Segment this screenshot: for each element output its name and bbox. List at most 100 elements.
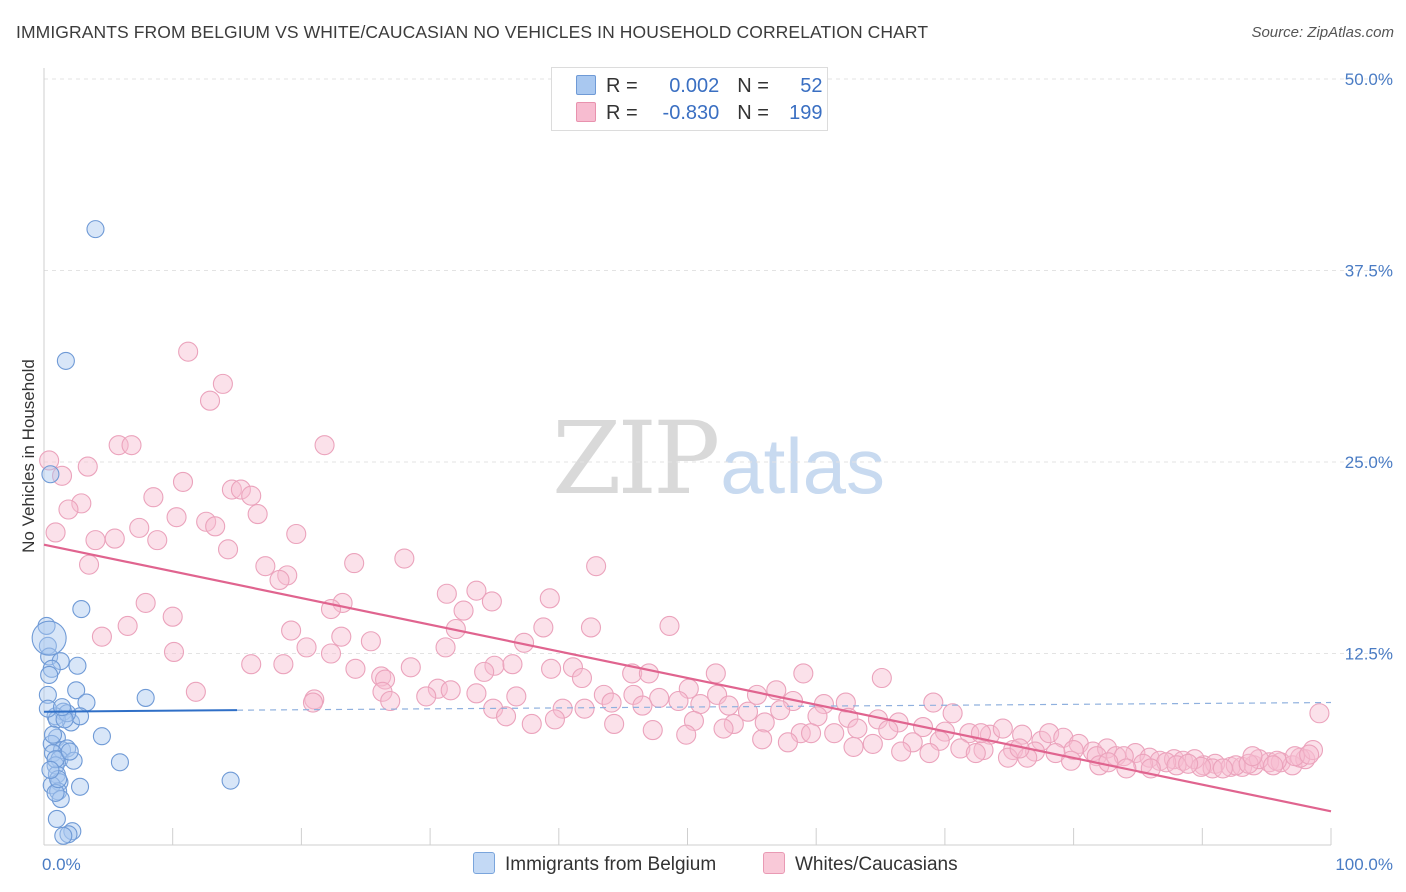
data-point-whites <box>481 591 502 612</box>
data-point-whites <box>117 615 138 636</box>
data-point-whites <box>466 683 487 704</box>
data-point-whites <box>436 583 457 604</box>
data-point-whites <box>121 435 142 456</box>
bottom-legend-swatch-pink <box>763 852 785 874</box>
data-point-whites <box>676 724 697 745</box>
data-point-whites <box>1178 753 1199 774</box>
data-point-belgium <box>40 665 59 684</box>
data-point-belgium <box>54 826 73 845</box>
data-point-whites <box>1212 758 1233 779</box>
axes <box>43 68 1332 846</box>
data-point-belgium <box>46 783 65 802</box>
data-point-whites <box>1299 744 1320 765</box>
data-point-whites <box>147 530 168 551</box>
data-point-whites <box>178 341 199 362</box>
data-point-whites <box>427 678 448 699</box>
data-point-belgium <box>52 698 72 717</box>
data-point-whites <box>129 517 150 538</box>
data-point-whites <box>752 729 773 750</box>
data-point-whites <box>544 709 565 730</box>
data-point-belgium <box>72 600 91 619</box>
data-point-whites <box>286 523 307 545</box>
data-point-whites <box>862 733 883 754</box>
data-point-whites <box>1190 756 1212 777</box>
data-point-whites <box>891 741 912 762</box>
data-point-whites <box>241 654 262 675</box>
data-point-whites <box>878 720 899 741</box>
data-point-whites <box>1113 746 1134 767</box>
data-point-whites <box>1098 752 1119 773</box>
data-point-whites <box>484 655 505 676</box>
chart-title: IMMIGRANTS FROM BELGIUM VS WHITE/CAUCASI… <box>16 22 929 42</box>
data-point-whites <box>495 706 517 727</box>
data-point-whites <box>1242 746 1263 767</box>
legend-row-pink: R = -0.830 N = 199 <box>576 102 823 126</box>
trend-lines <box>43 543 1332 813</box>
data-point-belgium <box>86 220 105 239</box>
data-point-whites <box>247 504 268 525</box>
data-point-whites <box>163 641 185 663</box>
data-point-whites <box>705 663 726 684</box>
data-point-whites <box>230 479 251 500</box>
data-point-whites <box>273 654 294 675</box>
legend-swatch-blue <box>576 75 596 95</box>
data-point-whites <box>638 663 659 684</box>
data-point-belgium <box>41 760 60 779</box>
data-point-belgium <box>67 681 86 700</box>
data-point-whites <box>642 720 663 741</box>
bottom-legend-item-whites[interactable]: Whites/Caucasians <box>763 852 958 876</box>
data-point-whites <box>649 687 670 708</box>
data-point-whites <box>659 615 680 636</box>
data-point-whites <box>39 450 60 471</box>
data-point-whites <box>690 694 711 715</box>
data-point-whites <box>166 507 187 528</box>
legend-swatch-pink <box>576 102 596 122</box>
data-point-whites <box>394 548 415 569</box>
watermark-atlas: atlas <box>720 422 886 510</box>
data-point-whites <box>793 663 814 684</box>
data-point-whites <box>539 588 560 609</box>
data-point-whites <box>199 390 221 411</box>
data-point-whites <box>466 580 487 601</box>
data-point-whites <box>586 556 607 577</box>
legend-n-label: N = <box>737 75 769 97</box>
data-point-whites <box>1225 755 1246 776</box>
legend-n-label: N = <box>737 102 769 124</box>
data-point-whites <box>172 471 194 492</box>
data-point-belgium <box>46 750 65 769</box>
data-point-whites <box>992 718 1013 739</box>
data-point-whites <box>58 499 79 520</box>
trend-line-whites <box>43 543 1332 813</box>
data-point-whites <box>801 723 822 744</box>
legend-n-value: 52 <box>800 75 823 97</box>
data-point-whites <box>807 706 828 727</box>
data-point-whites <box>777 732 798 753</box>
data-point-belgium <box>38 685 57 704</box>
y-tick-label: 12.5% <box>1345 645 1393 664</box>
data-point-whites <box>51 465 73 486</box>
legend-r-value: 0.002 <box>669 75 720 97</box>
data-point-whites <box>45 522 66 543</box>
data-point-whites <box>296 637 317 658</box>
data-point-whites <box>91 626 112 647</box>
bottom-legend-item-belgium[interactable]: Immigrants from Belgium <box>473 852 716 876</box>
data-point-whites <box>255 556 276 577</box>
data-point-belgium <box>49 770 68 789</box>
data-point-whites <box>1263 755 1284 776</box>
data-point-belgium <box>31 620 67 656</box>
data-point-whites <box>185 681 206 702</box>
data-point-whites <box>965 743 986 764</box>
correlation-legend: R = 0.002 N = 52 R = -0.830 N = 199 <box>551 67 828 131</box>
data-point-whites <box>552 698 573 719</box>
data-point-belgium <box>41 465 60 484</box>
data-point-whites <box>1060 750 1082 771</box>
data-point-whites <box>847 718 868 739</box>
data-point-belgium <box>64 751 83 770</box>
x-tick-label: 100.0% <box>1335 855 1393 874</box>
data-point-whites <box>474 661 495 682</box>
data-point-belgium <box>56 351 75 370</box>
data-point-whites <box>440 680 461 701</box>
data-point-whites <box>622 663 643 684</box>
data-point-whites <box>950 738 971 759</box>
data-point-belgium <box>43 725 63 744</box>
